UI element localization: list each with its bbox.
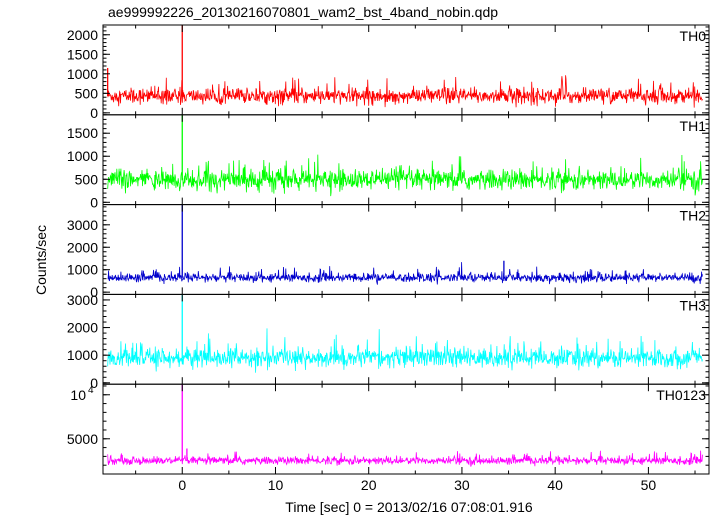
y-tick-label: 3000 bbox=[67, 217, 98, 233]
y-tick-label: 0 bbox=[90, 375, 98, 391]
x-tick-label: 0 bbox=[178, 477, 186, 493]
y-tick-label: 0 bbox=[90, 194, 98, 210]
x-tick-label: 20 bbox=[361, 477, 377, 493]
panel-label-th0: TH0 bbox=[680, 28, 707, 44]
x-tick-label: 40 bbox=[547, 477, 563, 493]
y-tick-label: 500 bbox=[75, 171, 99, 187]
panel-th1: 0 500 1000 1500 TH1 bbox=[67, 114, 710, 210]
chart-title: ae999992226_20130216070801_wam2_bst_4ban… bbox=[108, 4, 498, 20]
y-tick-label: 1500 bbox=[67, 46, 98, 62]
series-line-th3 bbox=[107, 328, 703, 373]
y-axis-label: Counts/sec bbox=[33, 225, 49, 295]
y-tick-label: 1000 bbox=[67, 66, 98, 82]
y-tick-label: 500 bbox=[75, 85, 99, 101]
y-tick-label: 3000 bbox=[67, 292, 98, 308]
x-tick-label: 10 bbox=[268, 477, 284, 493]
x-axis-label: Time [sec] 0 = 2013/02/16 07:08:01.916 bbox=[285, 499, 533, 515]
y-tick-label-exponent: 4 bbox=[88, 385, 94, 396]
x-tick-label: 50 bbox=[641, 477, 657, 493]
y-tick-label: 0 bbox=[90, 105, 98, 121]
panel-th0123: 5000 10 4 TH0123 bbox=[67, 383, 710, 475]
y-tick-label: 2000 bbox=[67, 320, 98, 336]
panel-th3: 0 1000 2000 3000 TH3 bbox=[67, 292, 710, 391]
panel-frame bbox=[102, 24, 710, 116]
y-tick-label: 5000 bbox=[67, 431, 98, 447]
y-tick-label: 0 bbox=[90, 284, 98, 300]
panel-frame bbox=[102, 114, 710, 206]
panel-th0: 0 500 1000 1500 2000 TH0 bbox=[67, 24, 710, 121]
y-tick-label: 2000 bbox=[67, 27, 98, 43]
series-line-th0123 bbox=[107, 450, 703, 467]
y-tick-label: 10 bbox=[70, 387, 86, 403]
panel-label-th0123: TH0123 bbox=[656, 387, 706, 403]
series-line-th0 bbox=[107, 75, 703, 108]
panel-label-th1: TH1 bbox=[680, 118, 707, 134]
panel-label-th2: TH2 bbox=[680, 208, 707, 224]
y-tick-label: 1000 bbox=[67, 262, 98, 278]
y-tick-label: 1000 bbox=[67, 347, 98, 363]
panel-th2: 0 1000 2000 3000 TH2 bbox=[67, 204, 710, 300]
y-tick-label: 1000 bbox=[67, 148, 98, 164]
panel-frame bbox=[102, 293, 710, 385]
panel-frame bbox=[102, 383, 710, 475]
panel-label-th3: TH3 bbox=[680, 297, 707, 313]
y-tick-label: 1500 bbox=[67, 125, 98, 141]
y-tick-label: 2000 bbox=[67, 239, 98, 255]
x-tick-label: 30 bbox=[454, 477, 470, 493]
series-line-th1 bbox=[107, 154, 703, 197]
series-line-th2 bbox=[107, 262, 703, 285]
